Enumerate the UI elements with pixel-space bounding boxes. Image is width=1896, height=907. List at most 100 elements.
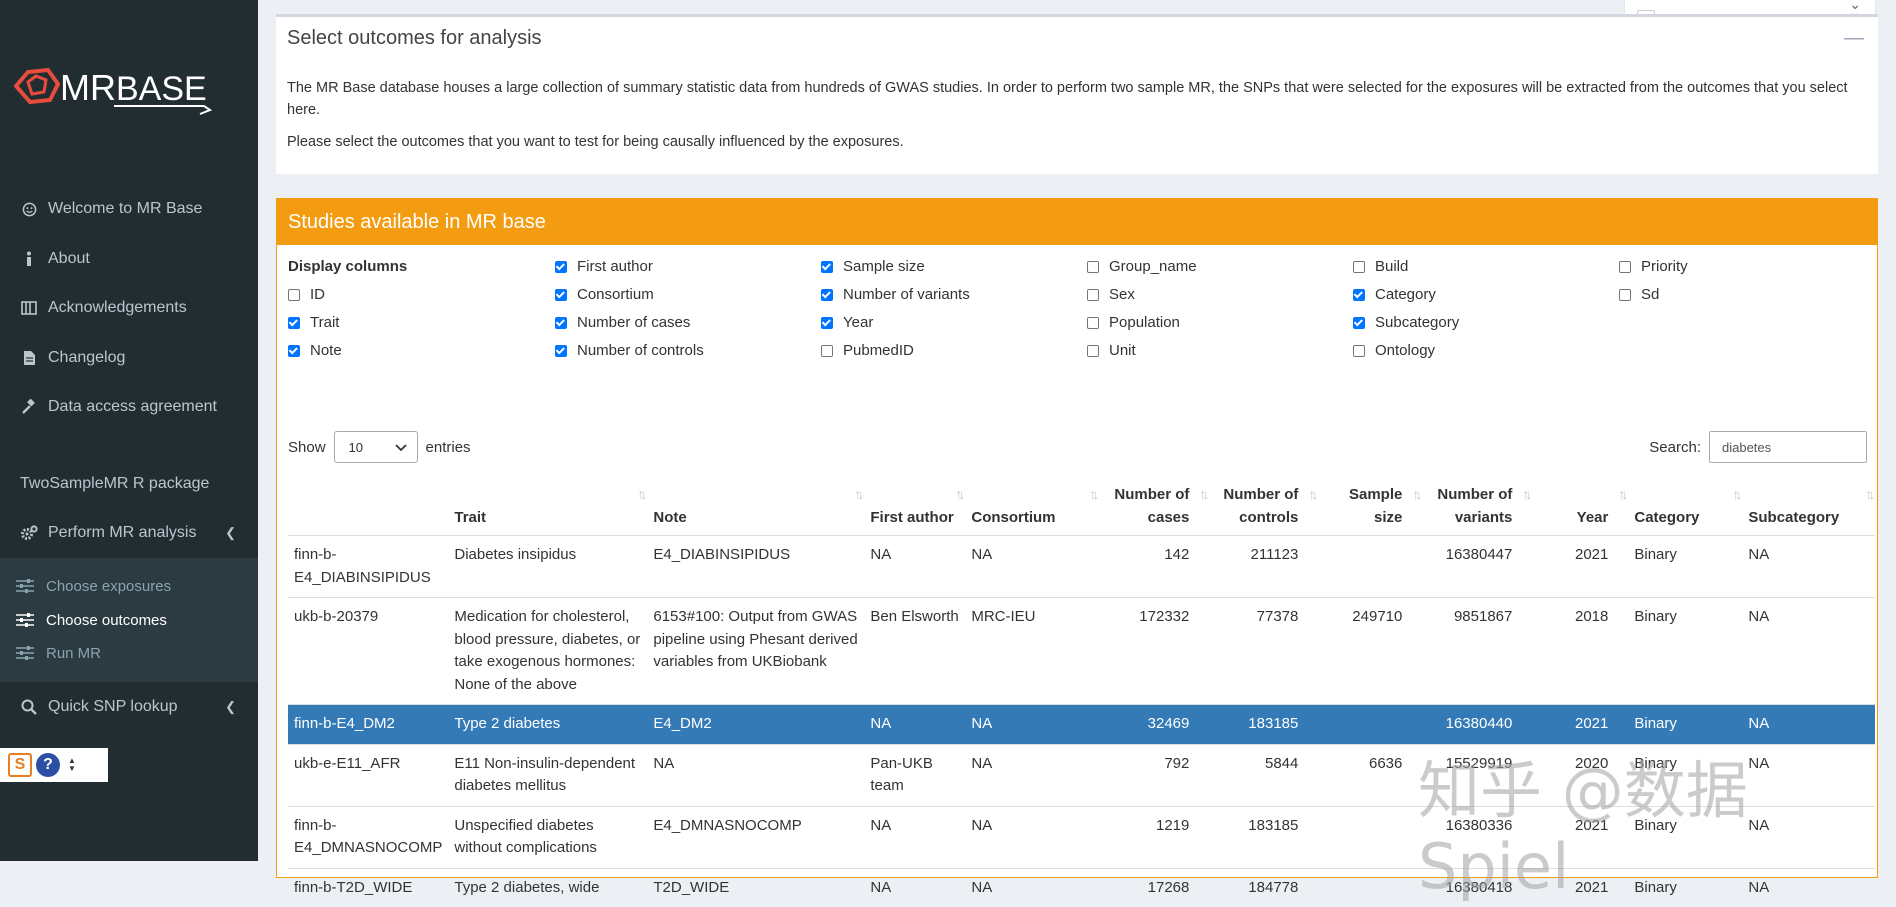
checkbox[interactable] [1087,260,1099,273]
col-header-sample-size[interactable]: Sample size ↑↓ [1318,477,1423,536]
col-header-note[interactable]: Note ↑↓ [647,477,865,536]
column-toggle-year[interactable]: Year [821,314,873,331]
expand-arrows-icon[interactable]: ▲ ▼ [68,756,76,773]
collapse-chevrons-icon[interactable]: ⌄ ⌄ [1849,0,1861,20]
checkbox[interactable] [1353,344,1365,357]
col-header-category[interactable]: Category ↑↓ [1628,477,1743,536]
column-toggle-number-of-controls[interactable]: Number of controls [555,342,704,359]
col-header-id[interactable] [288,477,449,536]
collapse-minus-icon[interactable]: — [1844,27,1864,49]
column-toggle-sex[interactable]: Sex [1087,286,1135,303]
table-cell [1318,704,1423,744]
checkbox[interactable] [821,288,833,301]
column-toggle-subcategory[interactable]: Subcategory [1353,314,1459,331]
table-row[interactable]: finn-b-E4_DMNASNOCOMP Unspecified diabete… [288,805,1876,868]
col-header-number-of-variants[interactable]: Number of variants ↑↓ [1422,477,1533,536]
checkbox[interactable] [1353,260,1365,273]
nav-acknowledgements[interactable]: Acknowledgements [0,290,258,326]
nav-about[interactable]: About [0,241,258,277]
column-toggle-population[interactable]: Population [1087,314,1180,331]
checkbox[interactable] [1353,316,1365,329]
mr-base-logo[interactable]: MR BASE [14,64,214,124]
checkbox[interactable] [821,344,833,357]
gears-icon [20,524,38,542]
checkbox[interactable] [1087,344,1099,357]
checkbox[interactable] [1087,316,1099,329]
column-toggle-group-name[interactable]: Group_name [1087,258,1197,275]
column-toggle-unit[interactable]: Unit [1087,342,1136,359]
chevron-down-icon [394,440,407,455]
col-header-first-author[interactable]: First author ↑↓ [864,477,966,536]
table-cell [1318,867,1423,907]
column-toggle-priority[interactable]: Priority [1619,258,1688,275]
column-toggle-number-of-cases[interactable]: Number of cases [555,314,690,331]
table-cell: 6636 [1318,743,1423,806]
column-toggle-sample-size[interactable]: Sample size [821,258,925,275]
checkbox[interactable] [288,316,300,329]
column-toggle-sd[interactable]: Sd [1619,286,1659,303]
checkbox[interactable] [555,316,567,329]
table-cell: NA [965,867,1100,907]
sort-icon: ↑↓ [1412,486,1422,502]
col-header-year[interactable]: Year ↑↓ [1532,477,1629,536]
nav-welcome[interactable]: Welcome to MR Base [0,191,258,227]
checkbox[interactable] [1619,260,1631,273]
table-row[interactable]: ukb-e-E11_AFR E11 Non-insulin-dependent d… [288,743,1876,806]
column-toggle-first-author[interactable]: First author [555,258,653,275]
col-header-consortium[interactable]: Consortium ↑↓ [965,477,1100,536]
help-icon[interactable]: ? [36,753,60,777]
checkbox[interactable] [288,288,300,301]
column-toggle-pubmedid[interactable]: PubmedID [821,342,914,359]
column-toggle-category[interactable]: Category [1353,286,1436,303]
file-icon [20,349,38,367]
table-row[interactable]: finn-b-E4_DM2 Type 2 diabetes E4_DM2 NA NA 32… [288,704,1876,744]
extension-s-icon[interactable]: S [8,753,32,777]
sub-run-mr[interactable]: Run MR [0,637,258,669]
chevron-left-icon: ❮ [225,525,236,540]
sliders-icon [16,613,38,627]
column-toggle-id[interactable]: ID [288,286,325,303]
table-cell: 184778 [1209,867,1319,907]
column-toggle-trait[interactable]: Trait [288,314,339,331]
checkbox[interactable] [288,344,300,357]
col-header-number-of-controls[interactable]: Number of controls ↑↓ [1209,477,1319,536]
sub-choose-exposures[interactable]: Choose exposures [0,570,258,602]
table-cell: E4_DM2 [647,704,865,744]
checkbox[interactable] [555,344,567,357]
checkbox-label: Year [843,314,874,331]
checkbox-label: Number of variants [843,286,970,303]
col-header-subcategory[interactable]: Subcategory ↑↓ [1742,477,1876,536]
package-heading: TwoSampleMR R package [0,466,258,502]
col-header-trait[interactable]: Trait ↑↓ [448,477,648,536]
checkbox[interactable] [1353,288,1365,301]
sort-icon: ↑↓ [955,486,965,502]
entries-select[interactable]: 10 [333,431,418,463]
column-toggle-ontology[interactable]: Ontology [1353,342,1435,359]
info-icon [20,250,38,268]
checkbox-label: Note [310,342,342,359]
column-toggle-number-of-variants[interactable]: Number of variants [821,286,970,303]
checkbox[interactable] [555,288,567,301]
box-title: Select outcomes for analysis [287,27,542,49]
column-toggle-consortium[interactable]: Consortium [555,286,654,303]
nav-data-access[interactable]: Data access agreement [0,389,258,425]
col-header-number-of-cases[interactable]: Number of cases ↑↓ [1099,477,1210,536]
search-input[interactable]: diabetes [1709,431,1867,463]
checkbox-label: Number of controls [577,342,704,359]
checkbox-label: Consortium [577,286,654,303]
column-toggle-build[interactable]: Build [1353,258,1408,275]
table-cell: E4_DMNASNOCOMP [647,805,865,868]
browser-extension-widget[interactable]: S ? ▲ ▼ [0,748,108,782]
nav-changelog[interactable]: Changelog [0,340,258,376]
checkbox[interactable] [821,260,833,273]
column-toggle-note[interactable]: Note [288,342,342,359]
table-row[interactable]: finn-b-E4_DIABINSIPIDUS Diabetes insipidu… [288,535,1876,598]
checkbox[interactable] [821,316,833,329]
nav-perform-mr[interactable]: Perform MR analysis ❮ [0,515,258,551]
nav-quick-snp[interactable]: Quick SNP lookup ❮ [0,689,258,725]
checkbox[interactable] [555,260,567,273]
checkbox[interactable] [1619,288,1631,301]
checkbox[interactable] [1087,288,1099,301]
table-row[interactable]: ukb-b-20379 Medication for cholesterol, b… [288,597,1876,705]
sub-choose-outcomes[interactable]: Choose outcomes [0,604,258,636]
